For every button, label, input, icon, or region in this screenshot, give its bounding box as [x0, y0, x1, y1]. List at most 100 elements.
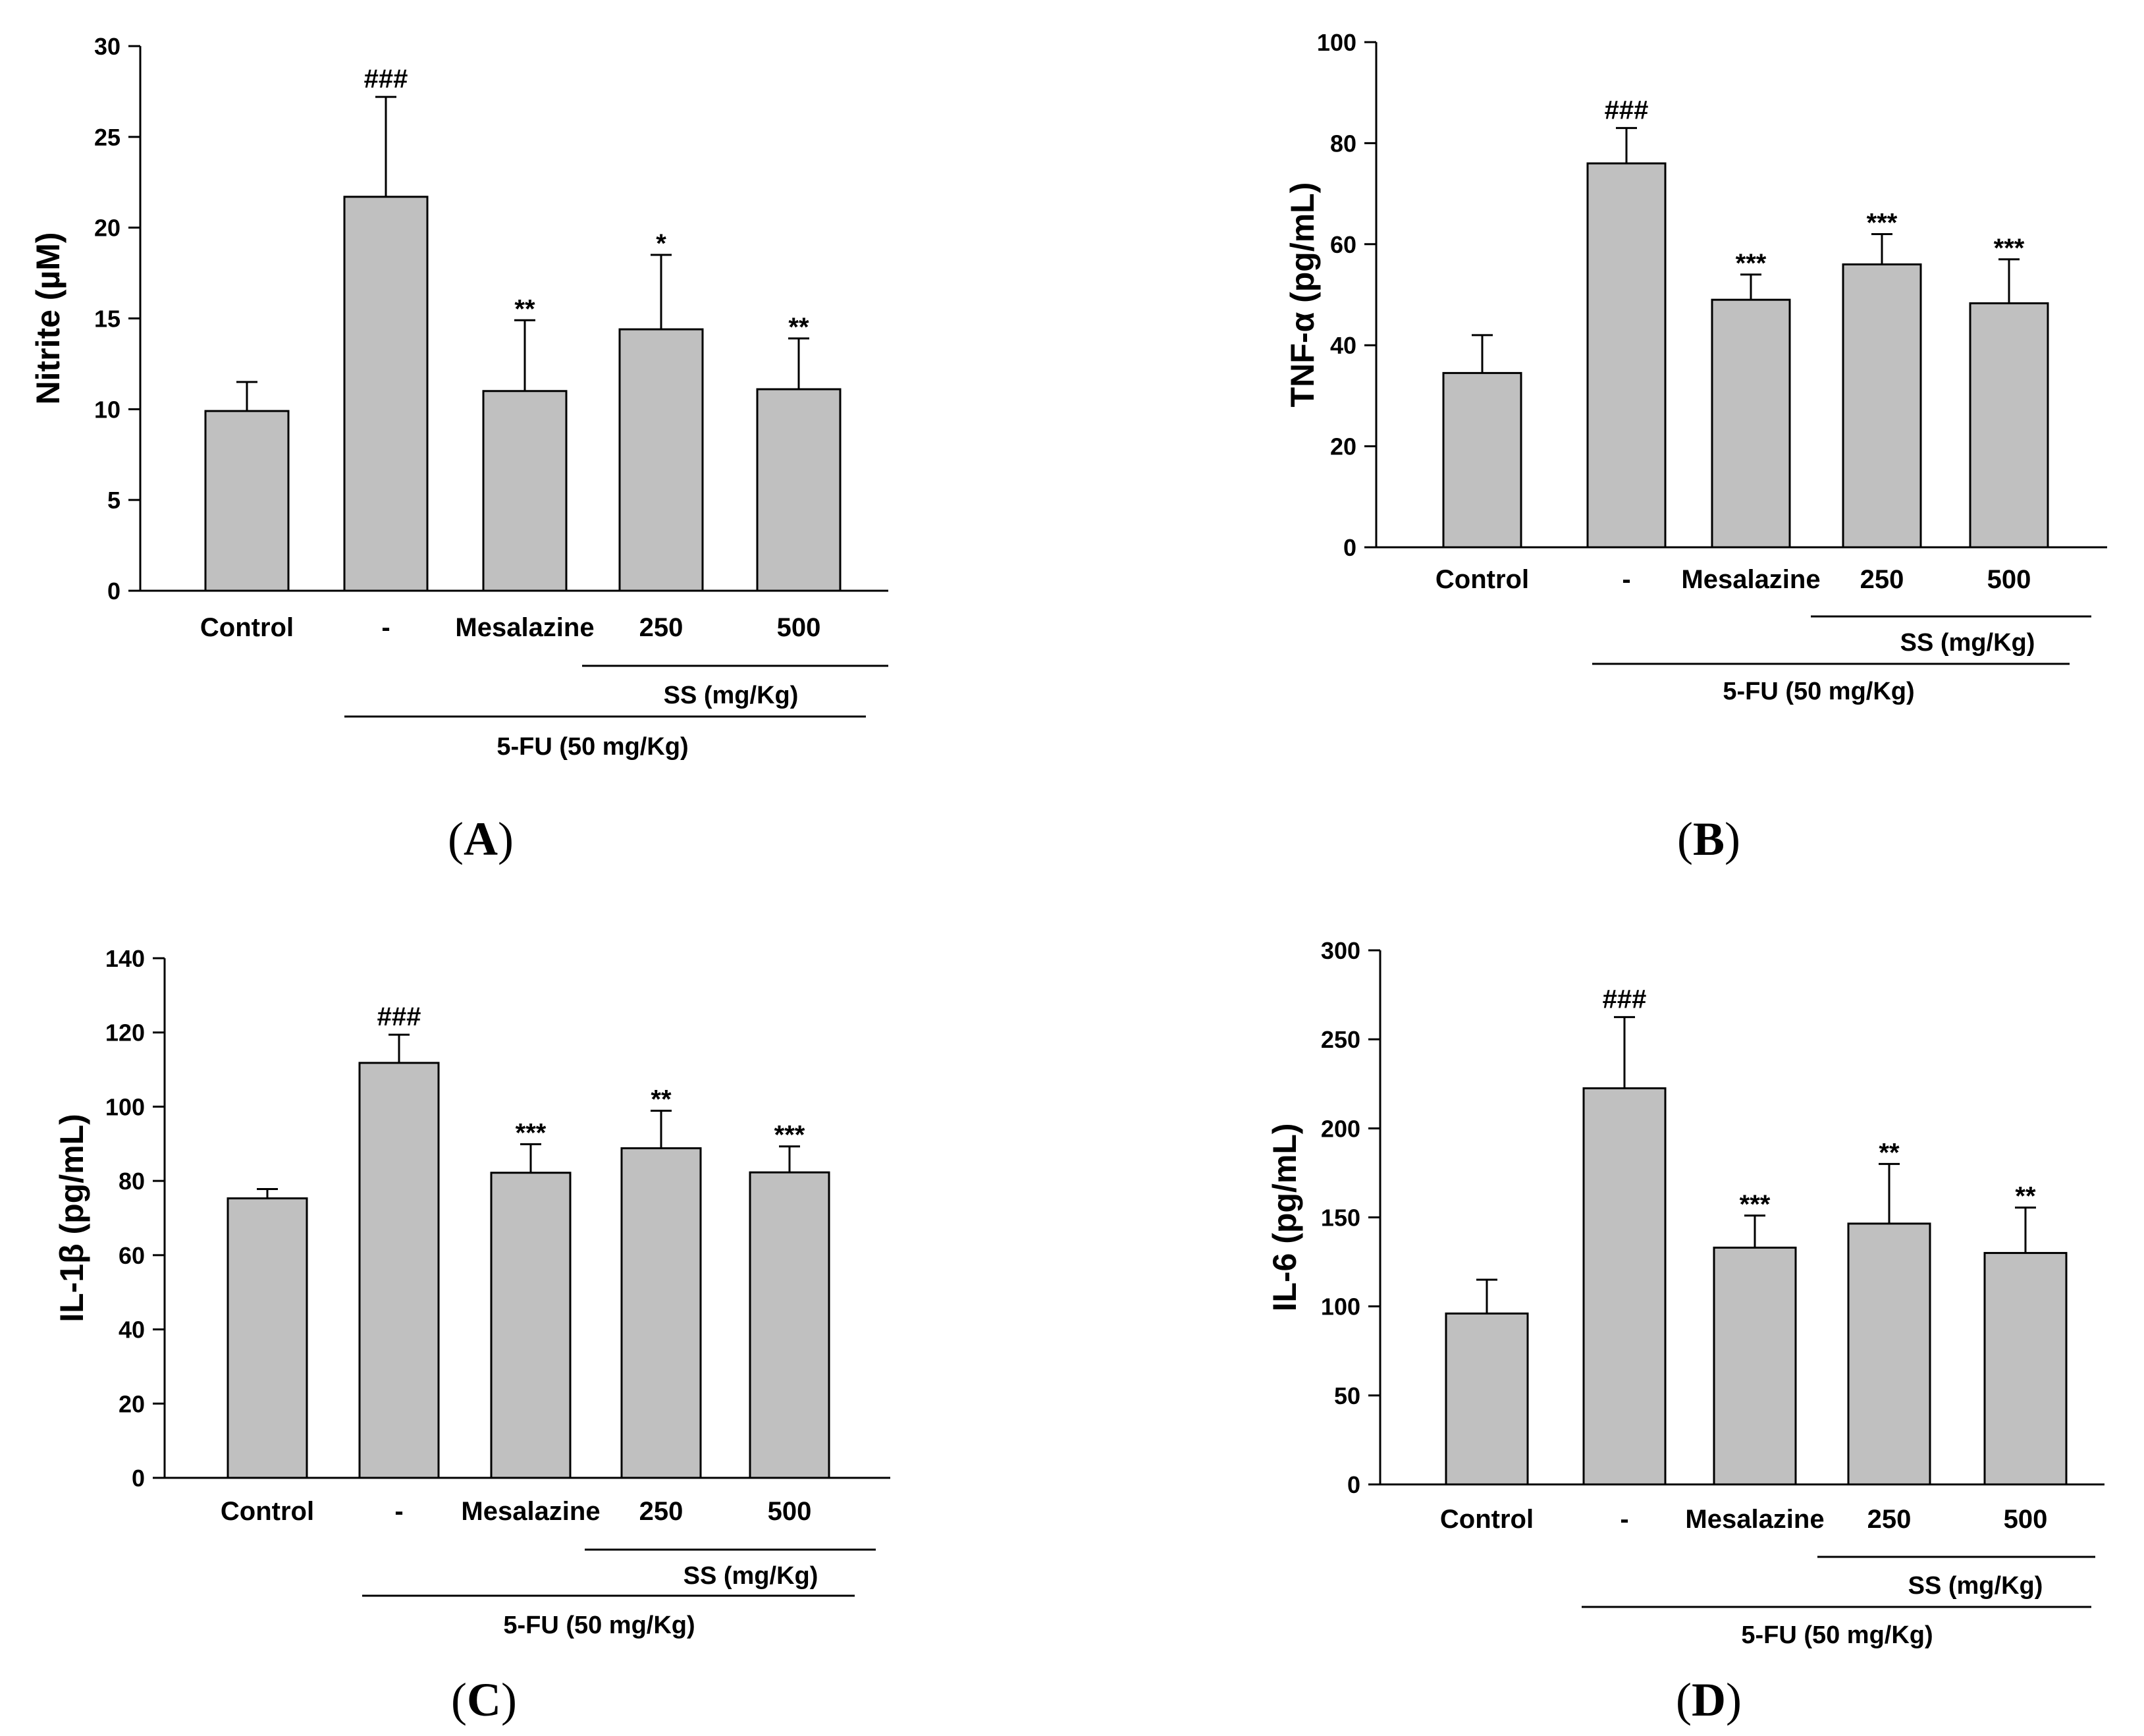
bar: [1445, 1312, 1529, 1486]
y-tick-label: 140: [105, 945, 145, 972]
y-tick-label: 80: [119, 1168, 145, 1195]
ss-group-label: SS (mg/Kg): [1908, 1572, 2043, 1600]
panel-label-close: ): [1726, 1673, 1742, 1726]
y-tick-label: 120: [105, 1019, 145, 1046]
y-tick-label: 15: [94, 306, 121, 333]
panel-d: 0 50 100 150 200 250 300 IL-6 (pg/mL) Control ###…: [1266, 937, 2104, 1726]
y-tick-label: 0: [107, 578, 121, 605]
bar: [1582, 1087, 1667, 1486]
y-tick-label: 100: [1321, 1293, 1360, 1320]
y-tick-label: 250: [1321, 1026, 1360, 1053]
category-label: 500: [2004, 1505, 2048, 1534]
category-label: 500: [777, 613, 821, 642]
y-tick-label: 20: [94, 215, 121, 242]
ss-group-label: SS (mg/Kg): [683, 1562, 818, 1590]
bar: [620, 1147, 702, 1479]
y-tick-label: 25: [94, 124, 121, 151]
y-tick-label: 0: [132, 1465, 145, 1492]
y-tick-label: 10: [94, 396, 121, 423]
significance-marker: ###: [1603, 985, 1647, 1014]
category-label: Control: [200, 613, 294, 642]
panel-label-letter: C: [467, 1673, 501, 1726]
category-label: Mesalazine: [455, 613, 594, 642]
panel-label-close: ): [1725, 813, 1740, 865]
y-axis-label: IL-6 (pg/mL): [1266, 1123, 1303, 1311]
panel-label: (B): [1677, 813, 1740, 865]
significance-marker: ***: [1994, 234, 2025, 263]
significance-marker: ###: [364, 65, 408, 94]
category-label: -: [381, 613, 390, 642]
fu-group-label: 5-FU (50 mg/Kg): [1723, 678, 1914, 705]
bar: [1969, 302, 2049, 549]
panel-label-open: (: [1676, 1673, 1692, 1726]
panel-label-open: (: [1677, 813, 1693, 865]
category-label: Mesalazine: [461, 1497, 600, 1526]
panel-label-letter: B: [1693, 813, 1725, 865]
panel-label-letter: A: [464, 813, 498, 865]
y-tick-label: 40: [119, 1316, 145, 1343]
category-label: 500: [1987, 565, 2031, 594]
significance-marker: **: [1879, 1138, 1900, 1167]
significance-marker: **: [514, 294, 535, 323]
y-tick-label: 20: [1330, 433, 1356, 460]
fu-group-label: 5-FU (50 mg/Kg): [496, 733, 688, 761]
panel-label-close: ): [498, 813, 514, 865]
category-label: 250: [639, 1497, 683, 1526]
y-tick-label: 30: [94, 33, 121, 60]
significance-marker: **: [651, 1085, 672, 1114]
y-tick-label: 100: [105, 1093, 145, 1120]
category-label: Control: [221, 1497, 314, 1526]
bar: [227, 1197, 308, 1479]
ss-group-label: SS (mg/Kg): [1900, 629, 2035, 657]
y-tick-label: 150: [1321, 1205, 1360, 1232]
significance-marker: **: [2015, 1182, 2036, 1211]
y-tick-label: 80: [1330, 130, 1356, 157]
bar: [756, 388, 842, 592]
y-tick-label: 60: [119, 1242, 145, 1269]
bar: [749, 1171, 830, 1479]
category-label: Mesalazine: [1685, 1505, 1824, 1534]
bar: [1586, 162, 1667, 549]
bar: [618, 328, 704, 592]
fu-group-label: 5-FU (50 mg/Kg): [1741, 1621, 1933, 1649]
category-label: -: [1620, 1505, 1628, 1534]
category-label: Mesalazine: [1681, 565, 1820, 594]
y-axis-label: IL-1β (pg/mL): [53, 1114, 90, 1322]
category-label: 250: [1867, 1505, 1912, 1534]
y-tick-label: 20: [119, 1390, 145, 1417]
bar: [1847, 1222, 1931, 1486]
y-tick-label: 40: [1330, 332, 1356, 359]
significance-marker: *: [656, 229, 666, 258]
significance-marker: ###: [1605, 95, 1649, 124]
panel-label: (A): [448, 813, 514, 865]
bar: [204, 410, 290, 592]
bar: [490, 1172, 572, 1479]
panel-label-close: ): [501, 1673, 517, 1726]
bar: [358, 1062, 440, 1479]
y-axis-label: Nitrite (µM): [30, 232, 67, 404]
significance-marker: ###: [377, 1002, 421, 1031]
y-tick-label: 100: [1317, 29, 1356, 56]
bar: [343, 196, 429, 592]
category-label: 250: [1860, 565, 1904, 594]
bar: [1442, 371, 1522, 549]
y-tick-label: 0: [1347, 1471, 1360, 1498]
bar: [1983, 1252, 2068, 1486]
significance-marker: **: [788, 313, 809, 342]
category-label: Control: [1435, 565, 1529, 594]
y-tick-label: 5: [107, 487, 121, 514]
significance-marker: ***: [774, 1121, 805, 1150]
significance-marker: ***: [1867, 208, 1898, 237]
panel-b: 0 20 40 60 80 100 TNF-α (pg/mL) Control ### - *** M…: [1284, 29, 2107, 865]
category-label: -: [394, 1497, 403, 1526]
bar: [1842, 263, 1922, 549]
panel-c: 0 20 40 60 80 100 120 140 IL-1β (pg/mL) Control ##…: [53, 945, 890, 1726]
bar: [1713, 1246, 1797, 1486]
y-tick-label: 200: [1321, 1115, 1360, 1142]
category-label: Control: [1440, 1505, 1534, 1534]
category-label: -: [1622, 565, 1630, 594]
panel-label-open: (: [448, 813, 464, 865]
bar: [482, 390, 568, 592]
significance-marker: ***: [1740, 1190, 1771, 1219]
